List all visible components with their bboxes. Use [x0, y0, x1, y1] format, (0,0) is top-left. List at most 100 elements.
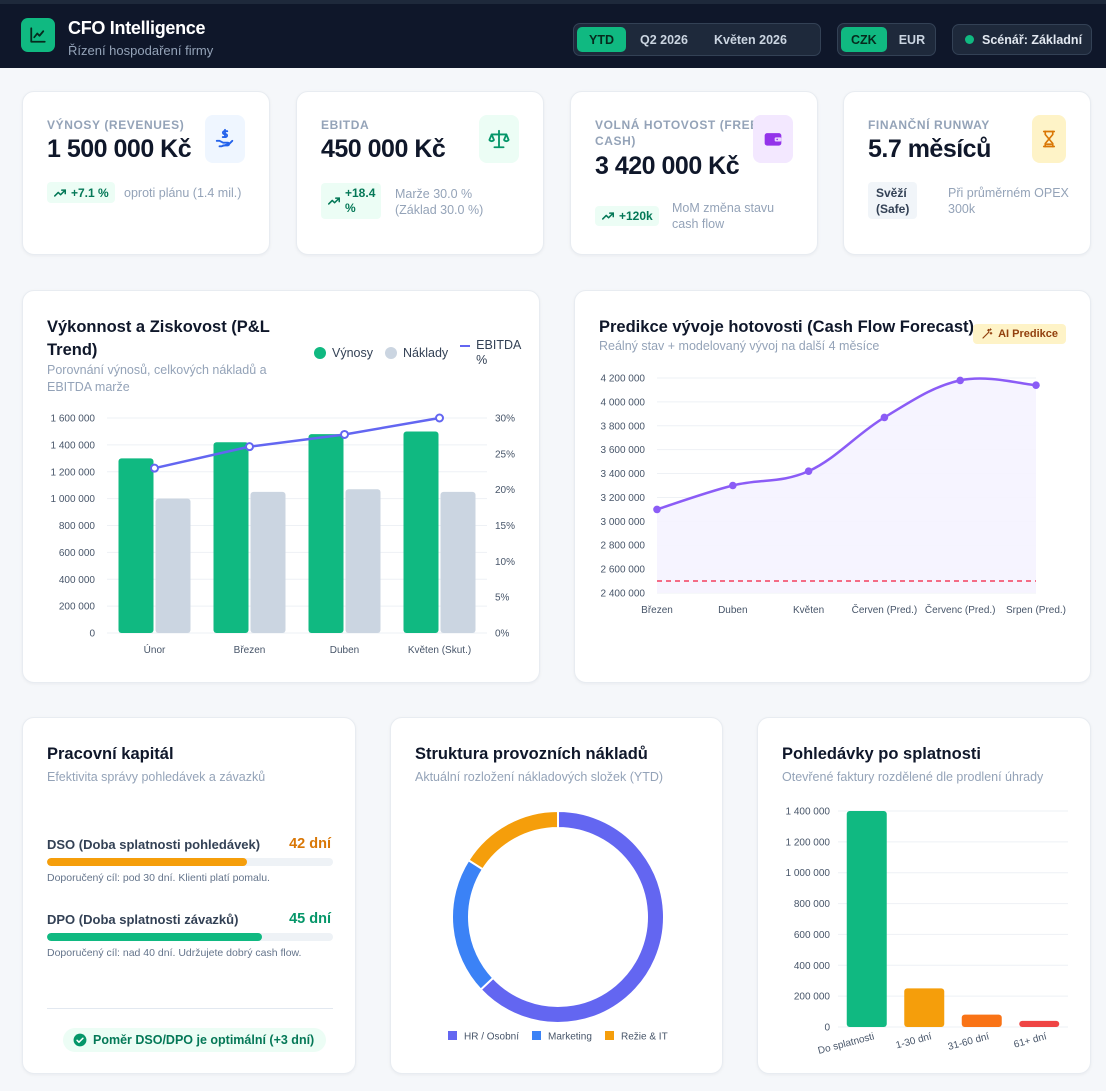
- currency-czk-button[interactable]: CZK: [841, 27, 887, 52]
- kpi-note: Při průměrném OPEX 300k: [948, 185, 1069, 217]
- donut-slice: [467, 809, 559, 871]
- card-subtitle-line: Porovnání výnosů, celkových nákladů a: [47, 363, 267, 377]
- forecast-area: [657, 378, 1036, 593]
- y-tick-label: 4 000 000: [601, 397, 646, 408]
- overdue-receivables-card: Pohledávky po splatnosti Otevřené faktur…: [757, 717, 1091, 1074]
- revenue-bar: [403, 431, 439, 633]
- ebitda-line: [154, 416, 440, 470]
- kpi-note-line: (Základ 30.0 %): [395, 203, 484, 217]
- kpi-note-line: 300k: [948, 202, 976, 216]
- y-tick-label: 1 400 000: [51, 440, 96, 451]
- forecast-point: [880, 413, 889, 422]
- card-subtitle: Aktuální rozložení nákladových složek (Y…: [415, 770, 664, 784]
- receivable-bar: [1019, 1020, 1060, 1027]
- y-tick-label: 0: [824, 1023, 830, 1034]
- x-tick-label: 1-30 dní: [895, 1031, 934, 1051]
- revenue-bar: [118, 458, 154, 633]
- ai-prediction-badge: AI Predikce: [973, 324, 1066, 344]
- y-tick-label: 200 000: [794, 992, 831, 1003]
- receivables-bar-chart: 1 400 000 1 200 000 1 000 000 800 000 600 00…: [786, 807, 1068, 1057]
- app-title: CFO Intelligence: [68, 18, 206, 38]
- currency-eur-button[interactable]: EUR: [898, 32, 926, 47]
- cost-bar: [440, 491, 476, 633]
- y-tick-label: 0: [89, 629, 95, 640]
- y-tick-label: 1 200 000: [51, 467, 96, 478]
- y-tick-label: 2 600 000: [601, 565, 646, 576]
- card-subtitle: Otevřené faktury rozdělené dle prodlení …: [782, 770, 1044, 784]
- currency-switcher: CZK EUR: [837, 23, 936, 56]
- ebitda-point: [340, 429, 349, 439]
- x-tick-label: Květen (Skut.): [408, 645, 471, 656]
- dso-progress-fill: [47, 858, 248, 866]
- cashflow-forecast-card: Predikce vývoje hotovosti (Cash Flow For…: [574, 290, 1091, 683]
- forecast-point: [729, 481, 737, 490]
- y2-tick-label: 10%: [495, 557, 515, 568]
- period-month-button[interactable]: Květen 2026: [713, 32, 787, 47]
- y-tick-label: 1 600 000: [51, 414, 96, 425]
- kpi-note-line: Při průměrném OPEX: [948, 186, 1069, 200]
- kpi-note: oproti plánu (1.4 mil.): [124, 186, 242, 200]
- magic-wand-icon: [982, 328, 993, 339]
- y-tick-label: 2 800 000: [601, 541, 646, 552]
- pl-trend-card: Výkonnost a Ziskovost (P&L Trend) Porovn…: [22, 290, 540, 683]
- trend-up-icon: [601, 212, 615, 220]
- status-line: Svěží: [876, 185, 907, 200]
- y-tick-label: 600 000: [59, 548, 96, 559]
- chart-legend: Výnosy Náklady EBITDA%: [314, 338, 521, 368]
- dpo-progress-track: [47, 933, 333, 941]
- kpi-label-line: Volná hotovost (Free: [595, 118, 759, 132]
- kpi-change: +120k: [619, 209, 653, 223]
- dpo-value: 45 dní: [289, 911, 331, 927]
- kpi-card-runway: Finanční runway 5.7 měsíců Svěží (Safe) …: [843, 91, 1091, 255]
- y-tick-label: 2 400 000: [601, 589, 646, 600]
- x-tick-label: Do splatnosti: [817, 1031, 876, 1057]
- cost-structure-card: Struktura provozních nákladů Aktuální ro…: [390, 717, 723, 1074]
- forecast-line: [656, 377, 1037, 511]
- y-tick-label: 600 000: [794, 930, 831, 941]
- y2-tick-label: 0%: [495, 629, 510, 640]
- kpi-value: 1 500 000 Kč: [47, 135, 192, 163]
- x-tick-label: Duben: [718, 605, 747, 616]
- legend-label: Náklady: [403, 346, 449, 360]
- y2-tick-label: 20%: [495, 485, 515, 496]
- check-circle-icon: [73, 1033, 87, 1047]
- scenario-selector[interactable]: Scénář: Základní: [952, 24, 1092, 55]
- receivable-bar: [846, 811, 887, 1027]
- kpi-value: 450 000 Kč: [321, 135, 446, 163]
- y-tick-label: 1 200 000: [786, 837, 831, 848]
- revenue-bar: [308, 434, 344, 633]
- scenario-label: Scénář: Základní: [982, 32, 1083, 47]
- cost-bar: [155, 498, 191, 633]
- legend-costs[interactable]: Náklady: [385, 346, 448, 360]
- legend-label: %: [476, 353, 488, 367]
- runway-status-badge: Svěží (Safe): [868, 182, 918, 219]
- badge-label: AI Predikce: [998, 328, 1058, 340]
- receivable-bar: [904, 988, 945, 1027]
- period-q2-button[interactable]: Q2 2026: [640, 32, 688, 47]
- dpo-hint: Doporučený cíl: nad 40 dní. Udržujete do…: [47, 947, 302, 959]
- trend-chart-icon: [30, 27, 46, 43]
- ebitda-point: [245, 442, 254, 452]
- legend-label: Režie & IT: [621, 1032, 668, 1043]
- dpo-progress-fill: [47, 933, 262, 941]
- y-tick-label: 1 400 000: [786, 807, 831, 818]
- working-capital-card: Pracovní kapitál Efektivita správy pohle…: [22, 717, 356, 1074]
- dso-progress-track: [47, 858, 333, 866]
- hand-money-icon: [205, 115, 245, 163]
- y-tick-label: 3 600 000: [601, 445, 646, 456]
- kpi-note-line: MoM změna stavu: [672, 201, 775, 215]
- y-tick-label: 400 000: [59, 575, 96, 586]
- legend-swatch: [605, 1031, 614, 1040]
- period-ytd-button[interactable]: YTD: [577, 27, 626, 52]
- legend-label: Výnosy: [332, 346, 373, 360]
- legend-ebitda[interactable]: EBITDA%: [460, 338, 521, 368]
- y-tick-label: 400 000: [794, 961, 831, 972]
- x-tick-label: 31-60 dní: [947, 1031, 991, 1053]
- x-tick-label: Duben: [330, 645, 359, 656]
- y-tick-label: 3 000 000: [601, 517, 646, 528]
- forecast-point: [1032, 381, 1040, 389]
- x-tick-label: 61+ dní: [1013, 1031, 1049, 1050]
- x-tick-label: Březen: [234, 645, 266, 656]
- legend-revenue[interactable]: Výnosy: [314, 346, 373, 360]
- y-tick-label: 4 200 000: [601, 374, 646, 385]
